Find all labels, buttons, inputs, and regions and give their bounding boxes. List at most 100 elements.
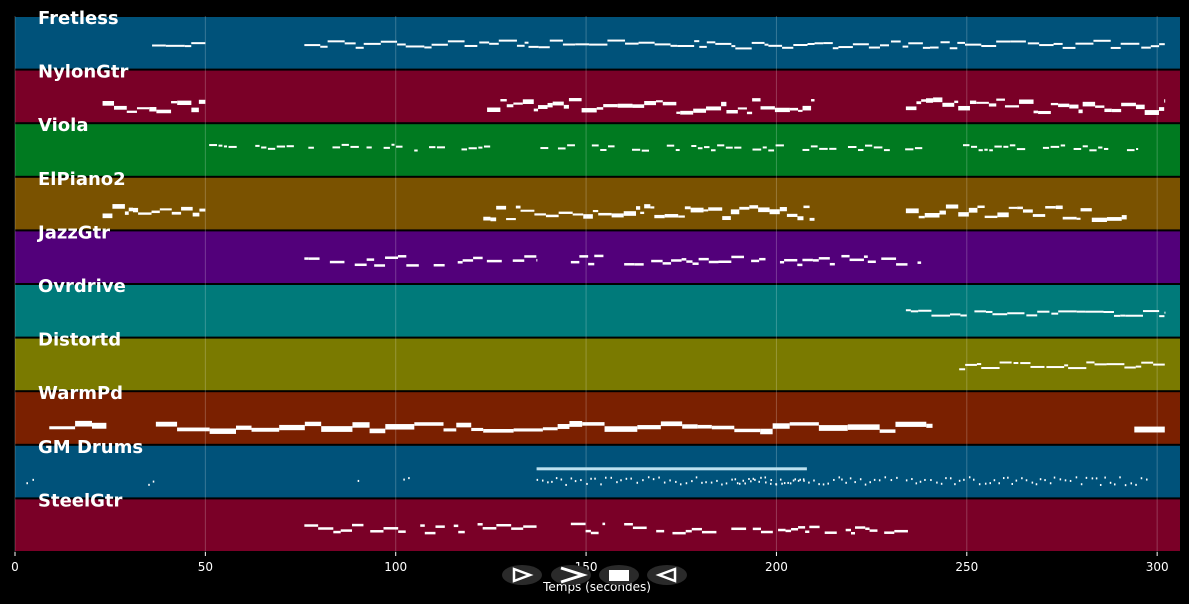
note-gm-drums (989, 482, 992, 485)
note-jazzgtr (662, 262, 672, 265)
note-nylongtr (506, 104, 514, 108)
note-steelgtr (333, 530, 341, 534)
note-warmpd (711, 425, 735, 430)
note-gm-drums (854, 481, 856, 484)
note-jazzgtr (374, 264, 386, 267)
note-ovrdrive (905, 309, 911, 312)
note-viola (255, 144, 260, 147)
note-viola (396, 145, 403, 148)
note-fretless (355, 46, 364, 49)
stop-button[interactable] (599, 565, 639, 585)
note-jazzgtr (462, 259, 474, 262)
note-steelgtr (398, 530, 406, 533)
forward-button[interactable] (551, 565, 591, 585)
note-fretless (793, 44, 808, 47)
rewind-button[interactable] (502, 565, 542, 585)
note-elpiano2 (545, 214, 559, 218)
note-steelgtr (602, 522, 606, 526)
note-gm-drums (590, 477, 592, 480)
note-ovrdrive (1007, 312, 1025, 315)
note-gm-drums (1044, 479, 1046, 482)
note-elpiano2 (786, 213, 798, 217)
note-nylongtr (954, 100, 959, 104)
note-jazzgtr (473, 256, 483, 260)
note-fretless (814, 42, 824, 45)
track-lane-gm-drums (15, 445, 1180, 498)
note-nylongtr (760, 106, 775, 110)
note-elpiano2 (769, 209, 780, 215)
note-elpiano2 (558, 211, 573, 214)
note-jazzgtr (681, 258, 687, 261)
note-jazzgtr (588, 262, 595, 266)
note-gm-drums (940, 482, 943, 485)
note-viola (873, 146, 883, 149)
note-warmpd (177, 427, 210, 432)
note-viola (691, 145, 697, 148)
note-gm-drums (152, 480, 155, 483)
note-jazzgtr (354, 263, 367, 267)
note-nylongtr (1144, 110, 1159, 115)
note-viola (1073, 147, 1082, 150)
note-elpiano2 (159, 208, 172, 211)
note-viola (768, 149, 775, 152)
x-tick-label: 200 (765, 560, 788, 574)
note-elpiano2 (623, 211, 637, 216)
track-label-jazzgtr: JazzGtr (36, 222, 110, 243)
note-nylongtr (905, 106, 917, 111)
note-steelgtr (731, 527, 747, 531)
note-gm-drums (818, 483, 820, 486)
note-fretless (638, 41, 655, 44)
note-elpiano2 (758, 207, 770, 213)
x-tick-label: 0 (11, 560, 19, 574)
note-gm-drums (642, 479, 644, 482)
note-ovrdrive (1076, 310, 1086, 313)
note-fretless (838, 46, 853, 49)
note-warmpd (760, 428, 773, 435)
note-gm-drums (803, 479, 805, 482)
note-distortd (981, 367, 1000, 370)
note-warmpd (895, 421, 927, 427)
note-nylongtr (552, 101, 564, 106)
back-icon (655, 567, 677, 583)
note-steelgtr (672, 531, 686, 535)
note-steelgtr (383, 527, 399, 530)
note-warmpd (414, 422, 444, 426)
note-nylongtr (969, 100, 977, 105)
note-warmpd (456, 422, 472, 428)
note-viola (1016, 148, 1026, 151)
back-button[interactable] (647, 565, 687, 585)
note-nylongtr (198, 99, 206, 104)
note-gm-drums (754, 478, 756, 481)
note-jazzgtr (406, 264, 419, 267)
note-gm-drums (555, 477, 558, 480)
note-viola (962, 144, 970, 147)
note-nylongtr (533, 108, 539, 112)
note-fretless (930, 46, 939, 49)
track-label-nylongtr: NylonGtr (38, 62, 129, 83)
track-lane-ovrdrive (15, 285, 1180, 337)
note-warmpd (279, 424, 305, 431)
note-nylongtr (1058, 103, 1070, 108)
note-warmpd (569, 421, 583, 427)
note-gm-drums (1099, 483, 1102, 486)
note-steelgtr (656, 529, 665, 533)
note-fretless (464, 44, 478, 47)
note-gm-drums (594, 477, 596, 480)
note-viola (267, 147, 276, 150)
note-steelgtr (865, 527, 870, 530)
note-gm-drums (1140, 477, 1143, 480)
note-gm-drums (710, 481, 713, 484)
note-gm-drums (1104, 476, 1106, 479)
stop-icon (609, 570, 629, 581)
note-nylongtr (662, 101, 677, 106)
tracks-layer (15, 17, 1180, 551)
note-viola (383, 146, 390, 149)
note-fretless (575, 43, 590, 46)
note-warmpd (251, 427, 280, 432)
note-nylongtr (706, 106, 722, 111)
note-steelgtr (496, 523, 512, 527)
note-steelgtr (824, 531, 837, 534)
note-elpiano2 (644, 204, 651, 209)
note-elpiano2 (199, 208, 206, 212)
note-elpiano2 (592, 209, 599, 213)
